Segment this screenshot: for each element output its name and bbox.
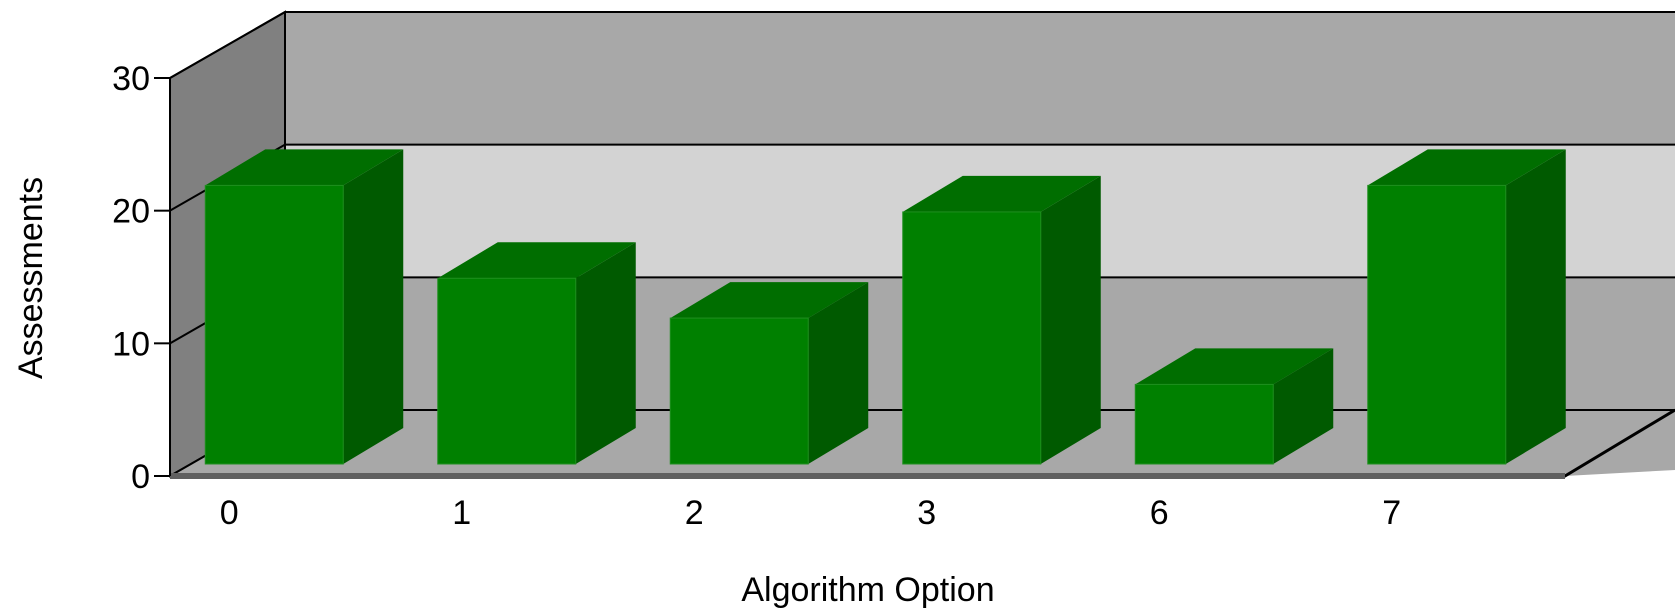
- y-axis-title: Assessments: [12, 177, 50, 379]
- x-tick-label: 0: [220, 494, 239, 532]
- bar-top: [205, 149, 404, 186]
- bar-top: [1135, 348, 1334, 385]
- bar-top: [670, 282, 869, 319]
- y-tick-label: 10: [112, 325, 150, 363]
- bar-front: [669, 317, 809, 465]
- bar: [204, 149, 404, 465]
- x-tick-label: 6: [1150, 494, 1169, 532]
- bar: [437, 242, 636, 465]
- bar-top: [1367, 149, 1566, 186]
- y-axis-ticks: 0 10 20 30: [112, 60, 170, 496]
- y-tick-label: 0: [131, 458, 150, 496]
- bar: [1367, 149, 1566, 465]
- x-axis-title: Algorithm Option: [741, 571, 994, 609]
- x-tick-label: 7: [1382, 494, 1401, 532]
- back-wall-band: [285, 12, 1675, 145]
- bar-front: [437, 277, 577, 465]
- bar-side: [1273, 348, 1334, 464]
- bar-front: [204, 184, 344, 465]
- bar-front: [1367, 184, 1507, 465]
- x-tick-label: 3: [917, 494, 936, 532]
- x-axis-ticks: 0 1 2 3 6 7: [220, 494, 1401, 532]
- bar-top: [437, 242, 636, 279]
- bar-side: [808, 282, 869, 464]
- bar-front: [902, 211, 1042, 465]
- bar: [1134, 348, 1334, 465]
- y-tick-label: 30: [112, 60, 150, 98]
- x-tick-label: 1: [452, 494, 471, 532]
- bar: [902, 175, 1101, 465]
- bar-side: [1505, 149, 1566, 464]
- y-tick-label: 20: [112, 193, 150, 231]
- bar: [669, 282, 869, 465]
- bar-side: [343, 149, 404, 464]
- bar-top: [902, 175, 1101, 212]
- axes: [169, 78, 1675, 479]
- bars: [204, 149, 1566, 465]
- gridline: [169, 11, 1675, 79]
- bar-side: [575, 242, 636, 464]
- x-tick-label: 2: [685, 494, 704, 532]
- bar-side: [1040, 175, 1101, 464]
- bar-front: [1134, 383, 1274, 465]
